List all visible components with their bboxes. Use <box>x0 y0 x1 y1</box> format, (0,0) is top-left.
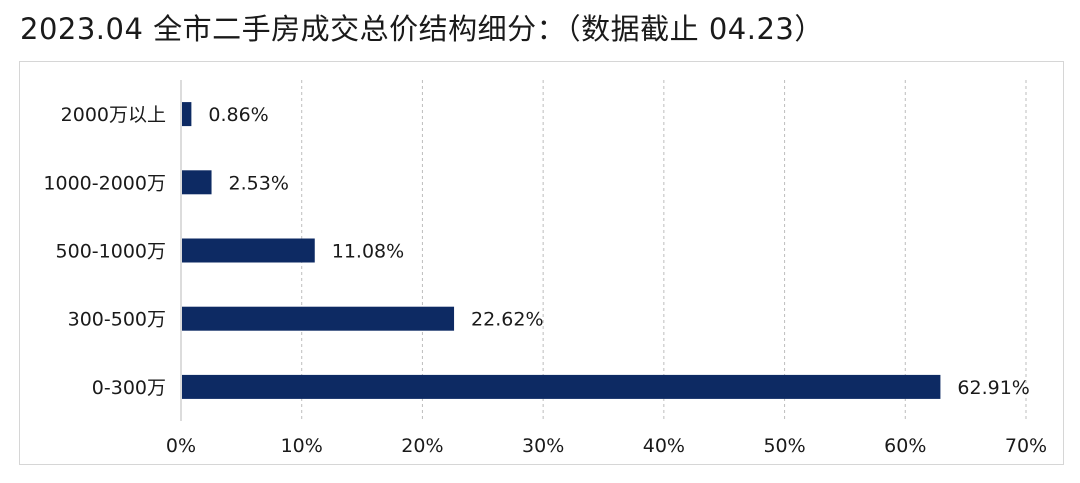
category-label: 500-1000万 <box>56 241 166 263</box>
value-labels: 0.86% 2.53% 11.08% 22.62% 62.91% <box>208 104 1029 399</box>
bars <box>182 102 941 399</box>
category-label: 1000-2000万 <box>43 172 166 194</box>
x-tick-label: 60% <box>884 435 926 457</box>
x-tick-label: 0% <box>166 435 196 457</box>
x-tick-label: 70% <box>1005 435 1047 457</box>
x-tick-label: 40% <box>643 435 685 457</box>
category-label: 0-300万 <box>92 377 166 399</box>
x-tick-label: 10% <box>281 435 323 457</box>
page-title: 2023.04 全市二手房成交总价结构细分：（数据截止 04.23） <box>20 12 824 46</box>
chart-frame <box>19 61 1064 465</box>
bar <box>182 374 941 399</box>
bar <box>182 170 212 195</box>
category-labels: 2000万以上 1000-2000万 500-1000万 300-500万 0-300万 <box>43 104 166 399</box>
value-label: 11.08% <box>332 241 404 263</box>
x-tick-label: 50% <box>763 435 805 457</box>
x-tick-labels: 0% 10% 20% 30% 40% 50% 60% 70% <box>166 435 1047 457</box>
value-label: 22.62% <box>471 309 543 331</box>
category-label: 300-500万 <box>68 309 166 331</box>
gridlines <box>301 80 1027 421</box>
category-label: 2000万以上 <box>61 104 166 126</box>
bar <box>182 306 455 331</box>
x-tick-label: 30% <box>522 435 564 457</box>
x-tick-label: 20% <box>401 435 443 457</box>
value-label: 2.53% <box>229 172 289 194</box>
bar <box>182 238 315 263</box>
value-label: 62.91% <box>957 377 1029 399</box>
value-label: 0.86% <box>208 104 268 126</box>
bar <box>182 102 192 127</box>
